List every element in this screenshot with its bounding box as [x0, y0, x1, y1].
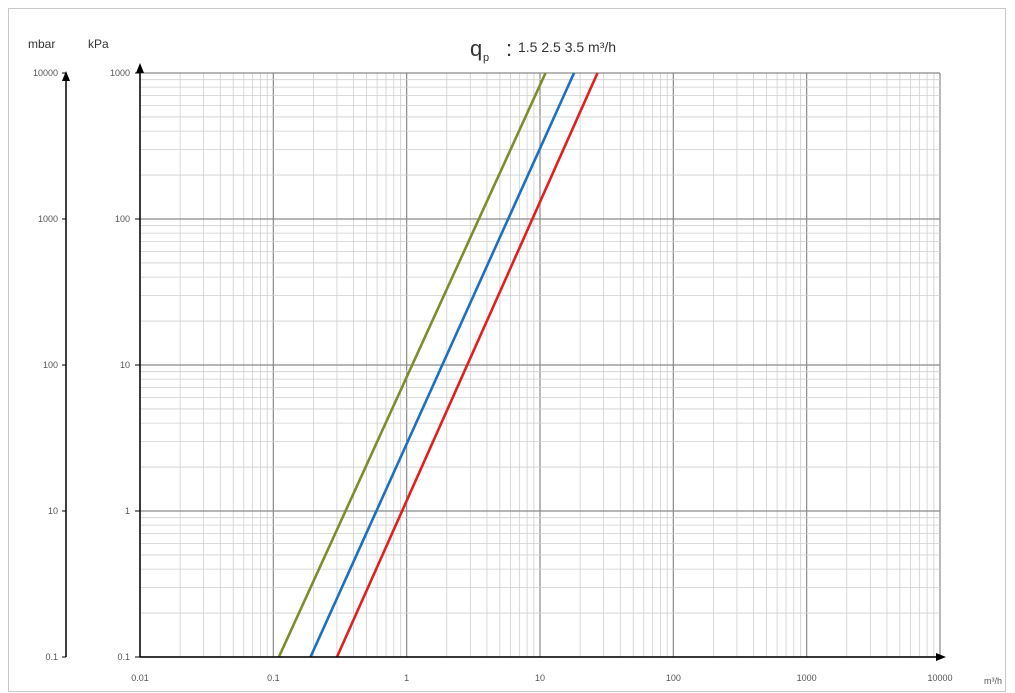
y-left-tick-label: 100 — [43, 360, 58, 370]
series-line-2 — [309, 72, 576, 658]
series-group — [277, 72, 599, 658]
x-tick-label: 1000 — [797, 673, 817, 683]
x-tick-label: 100 — [666, 673, 681, 683]
title-symbol: q — [470, 36, 482, 61]
title-subscript: p — [483, 52, 489, 64]
chart-title: q p : 1.5 2.5 3.5 m³/h — [470, 36, 616, 64]
series-line-3 — [335, 72, 599, 658]
title-colon: : — [506, 36, 512, 61]
y-left-unit-label: mbar — [28, 37, 55, 51]
x-axis-arrow-icon — [936, 653, 946, 661]
axes — [62, 63, 946, 661]
y-left-axis-arrow-icon — [62, 71, 70, 81]
y-right-tick-label: 1000 — [110, 68, 130, 78]
y-right-tick-label: 10 — [120, 360, 130, 370]
series-line-1 — [277, 72, 547, 658]
y-right-tick-label: 1 — [125, 506, 130, 516]
x-tick-label: 1 — [404, 673, 409, 683]
x-tick-label: 10000 — [927, 673, 952, 683]
x-tick-label: 10 — [535, 673, 545, 683]
y-right-unit-label: kPa — [88, 37, 109, 51]
x-unit-label: m³/h — [984, 676, 1002, 686]
y-right-tick-label: 0.1 — [117, 652, 130, 662]
y-left-tick-label: 1000 — [38, 214, 58, 224]
y-right-axis-arrow-icon — [136, 63, 144, 73]
x-tick-label: 0.01 — [131, 673, 149, 683]
chart-frame — [8, 8, 1006, 692]
tick-labels: 0.01 0.1 1 10 100 1000 10000 0.1 1 10 100 1000 0.1 10… — [33, 68, 953, 683]
y-left-tick-label: 10 — [48, 506, 58, 516]
grid — [139, 72, 941, 658]
title-values: 1.5 2.5 3.5 m³/h — [518, 39, 616, 55]
y-left-tick-label: 0.1 — [45, 652, 58, 662]
y-left-tick-label: 10000 — [33, 68, 58, 78]
y-right-tick-label: 100 — [115, 214, 130, 224]
x-tick-label: 0.1 — [267, 673, 280, 683]
